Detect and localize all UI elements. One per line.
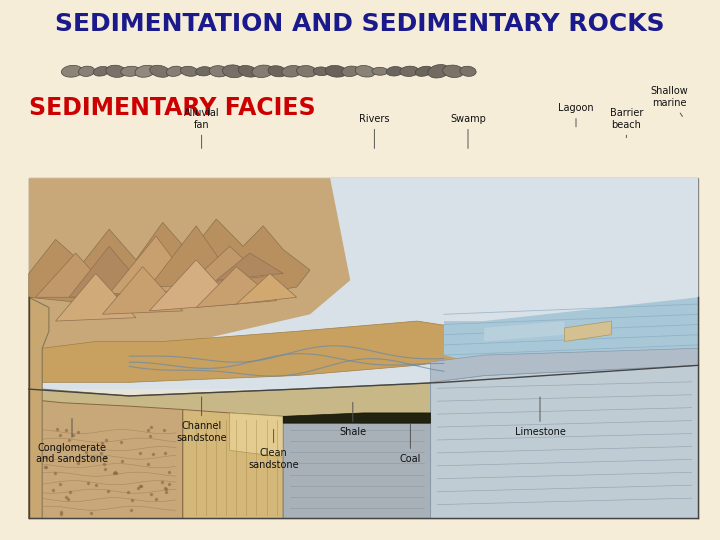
Ellipse shape [386, 66, 403, 76]
Text: Lagoon: Lagoon [558, 103, 594, 127]
Ellipse shape [297, 65, 317, 77]
Ellipse shape [210, 66, 228, 77]
Polygon shape [35, 253, 116, 297]
Polygon shape [236, 273, 297, 304]
Text: Swamp: Swamp [450, 114, 486, 148]
Ellipse shape [268, 66, 287, 77]
Text: Channel
sandstone: Channel sandstone [176, 397, 227, 443]
Polygon shape [444, 297, 698, 365]
Polygon shape [283, 416, 431, 518]
Ellipse shape [222, 65, 244, 78]
Polygon shape [431, 365, 698, 518]
Text: Coal: Coal [400, 424, 421, 464]
Ellipse shape [150, 65, 171, 77]
Text: Rivers: Rivers [359, 114, 390, 148]
Text: Conglomerate
and sandstone: Conglomerate and sandstone [36, 418, 108, 464]
Polygon shape [484, 321, 564, 341]
Polygon shape [230, 413, 364, 457]
Ellipse shape [342, 66, 359, 77]
Text: Alluvial
fan: Alluvial fan [184, 108, 220, 148]
Ellipse shape [181, 66, 198, 76]
Polygon shape [29, 178, 698, 389]
Polygon shape [29, 365, 698, 518]
Text: Limestone: Limestone [515, 397, 565, 437]
Ellipse shape [238, 65, 258, 77]
Text: SEDIMENTARY FACIES: SEDIMENTARY FACIES [29, 96, 315, 120]
Polygon shape [149, 260, 236, 311]
Polygon shape [69, 246, 149, 297]
Ellipse shape [400, 66, 419, 77]
Polygon shape [216, 253, 283, 280]
Polygon shape [149, 226, 236, 287]
Polygon shape [102, 267, 183, 314]
Text: Clean
sandstone: Clean sandstone [248, 429, 299, 470]
Ellipse shape [325, 65, 347, 77]
Ellipse shape [372, 68, 388, 75]
Ellipse shape [135, 65, 156, 77]
Text: Shale: Shale [339, 402, 366, 437]
Ellipse shape [252, 65, 274, 78]
Ellipse shape [61, 65, 83, 77]
Polygon shape [196, 267, 276, 307]
Ellipse shape [355, 65, 375, 77]
Polygon shape [564, 321, 611, 341]
Ellipse shape [166, 66, 183, 76]
Text: SEDIMENTATION AND SEDIMENTARY ROCKS: SEDIMENTATION AND SEDIMENTARY ROCKS [55, 12, 665, 36]
Polygon shape [29, 297, 49, 518]
Ellipse shape [93, 66, 109, 76]
Ellipse shape [428, 65, 449, 78]
Ellipse shape [78, 66, 95, 77]
Polygon shape [283, 413, 431, 423]
Ellipse shape [121, 66, 140, 76]
Polygon shape [55, 273, 136, 321]
Polygon shape [189, 246, 264, 284]
Ellipse shape [415, 66, 433, 76]
Polygon shape [183, 409, 283, 518]
Text: Barrier
beach: Barrier beach [610, 108, 643, 138]
Polygon shape [109, 236, 196, 294]
Ellipse shape [460, 66, 476, 76]
Polygon shape [29, 178, 350, 389]
Ellipse shape [196, 66, 212, 76]
Polygon shape [29, 400, 183, 518]
Ellipse shape [443, 65, 464, 78]
Polygon shape [29, 219, 310, 307]
Ellipse shape [313, 67, 329, 76]
Ellipse shape [282, 65, 302, 77]
Polygon shape [431, 348, 698, 382]
Text: Shallow
marine: Shallow marine [651, 86, 688, 117]
Polygon shape [42, 321, 484, 382]
Ellipse shape [106, 65, 126, 77]
Bar [29, 178, 698, 518]
